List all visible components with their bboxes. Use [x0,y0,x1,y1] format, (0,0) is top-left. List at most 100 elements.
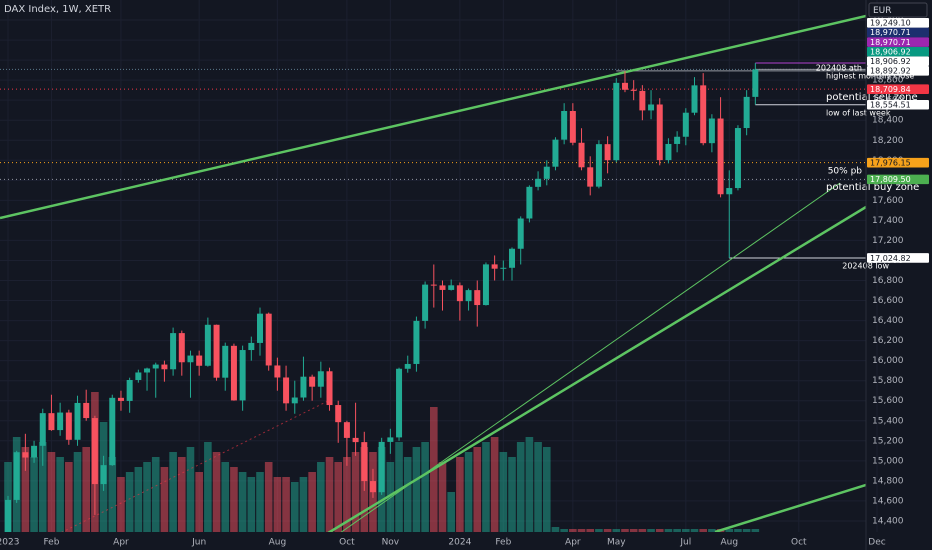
volume-bar [30,457,38,532]
volume-bar [351,452,360,532]
y-tick-label: 17,200 [872,236,904,246]
y-tick-label: 14,800 [872,476,904,486]
volume-bar [673,529,681,532]
candle-body [734,128,741,189]
volume-bar [638,529,647,532]
candle-body [639,90,646,111]
candle-body [83,402,90,419]
candle-body [439,285,446,290]
candle-body [448,285,455,290]
volume-bar [690,529,699,532]
y-tick-label: 14,400 [872,516,904,526]
candle-body [648,104,655,111]
candle-body [369,481,376,493]
candles-layer [4,63,759,532]
price-tags: 17,024.82 17,809.50 17,976.15 18,554.51 18,7… [867,18,929,263]
y-tick-label: 17,400 [872,216,904,226]
volume-bar [734,529,742,532]
volume-bar [438,462,447,532]
price-tag-label: 18,892.92 [870,67,911,76]
volume-bar [499,452,508,532]
volume-bar [586,529,595,532]
volume-bar [699,529,707,532]
volume-bar [629,529,638,532]
candle-body [482,264,489,306]
volume-bar [516,442,525,532]
candle-body [465,290,472,302]
price-tag [867,46,929,57]
price-tag [867,253,929,263]
annotation: 202408 ath [816,64,862,73]
candle-body [552,139,559,167]
candle-body [4,499,11,532]
candle-body [656,104,663,161]
volume-bar [108,457,117,532]
candle-body [126,379,133,401]
volume-bar [386,462,395,532]
x-tick-label: Aug [720,538,738,548]
candle-body [387,437,394,442]
volume-bar [708,529,716,532]
price-tag-label: 18,709.84 [870,85,911,94]
x-tick-label: Jul [679,538,691,548]
candle-body [708,118,715,144]
candle-body [117,397,124,401]
candle-body [352,437,359,443]
volume-bar [290,482,299,532]
candle-body [430,284,437,286]
candle-body [413,320,420,364]
candle-body [535,178,542,187]
price-tag [867,99,929,110]
candle-body [682,112,689,137]
candle-body [743,96,750,129]
drawings [0,14,866,532]
volume-bar [334,462,343,532]
y-tick-label: 18,400 [872,116,904,126]
price-tag-label: 18,970.71 [870,38,911,47]
candle-body [604,144,611,161]
volume-bar [542,447,551,532]
currency-box [868,2,928,18]
buy-zone-line [340,182,841,532]
annotation: potential buy zone [826,182,919,193]
price-tag [867,37,929,47]
candle-body [13,452,20,500]
volume-bar [273,477,282,532]
candle-body [578,142,585,168]
candle-body [152,364,159,369]
candle-body [378,441,385,493]
candle-body [422,284,429,321]
x-tick-label: Feb [43,538,59,548]
volume-bar [143,462,151,532]
candle-body [65,412,72,440]
candle-body [161,364,168,370]
x-tick-label: Dec [868,538,885,548]
volume-bar [247,477,256,532]
candle-body [543,166,550,179]
candle-body [187,355,194,363]
volume-bar [204,442,212,532]
volume-bar [256,472,264,532]
volume-bar [212,452,221,532]
volume-bar [647,529,655,532]
candle-body [170,333,177,370]
volume-bar [569,529,577,532]
time-axis: 2023 Feb Apr Jun Aug Oct Nov 2024 Feb Apr May Jul Au… [0,538,886,548]
annotation: 50% pb [828,167,863,177]
volume-bar [473,447,482,532]
candle-body [456,285,463,302]
volume-bar [82,447,91,532]
annotation: potential sell zone [826,92,918,103]
volume-bar [325,457,334,532]
volume-bar [117,477,125,532]
candle-body [135,372,142,380]
volume-bar [151,457,160,532]
x-tick-label: 2023 [0,538,19,548]
x-tick-label: 2024 [448,538,471,548]
volume-bar [282,477,290,532]
x-tick-label: Oct [339,538,355,548]
candle-body [752,69,759,97]
volume-bar [603,529,612,532]
